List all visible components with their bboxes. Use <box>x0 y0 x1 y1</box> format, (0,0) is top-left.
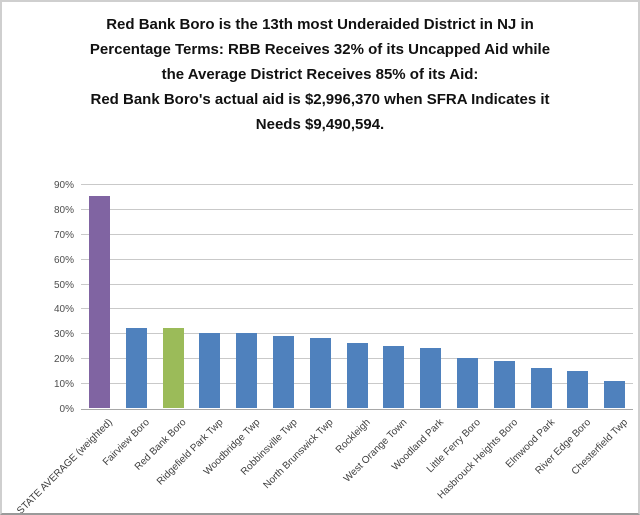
gridline <box>81 283 633 285</box>
chart-title-line: Percentage Terms: RBB Receives 32% of it… <box>89 41 551 58</box>
gridline <box>81 184 633 185</box>
plot-area: 0% 10% 20% 30% 40% 50% 60% 70% 80% 90% STATE AVERA… <box>15 180 633 513</box>
gridline <box>81 333 633 335</box>
bar-hasbrouck-heights-boro <box>493 360 515 408</box>
x-axis-label: STATE AVERAGE (weighted) <box>15 417 116 515</box>
y-tick-label: 90% <box>53 180 74 191</box>
chart-title: Red Bank Boro is the 13th most Underaide… <box>12 12 628 137</box>
gridline <box>81 233 633 235</box>
y-tick-label: 70% <box>53 229 74 241</box>
bar-red-bank-boro <box>162 328 184 408</box>
chart-title-line: Needs $9,490,594. <box>255 116 385 133</box>
gridline <box>81 208 633 210</box>
y-tick-label: 60% <box>53 254 74 266</box>
bar-elmwood-park <box>530 368 552 408</box>
y-tick-label: 10% <box>53 379 74 391</box>
x-axis-label: West Orange Town <box>341 417 410 485</box>
y-tick-label: 40% <box>53 304 74 316</box>
bar-state-average-weighted <box>88 196 110 408</box>
gridline <box>81 308 633 310</box>
bar-rockleigh <box>346 343 368 408</box>
y-tick-label: 80% <box>53 204 74 216</box>
gridline <box>81 258 633 260</box>
y-tick-label: 50% <box>53 279 74 291</box>
chart-title-line: the Average District Receives 85% of its… <box>161 66 479 83</box>
bar-fairview-boro <box>125 328 147 408</box>
bar-river-edge-boro <box>567 370 589 408</box>
x-axis-label: North Brunswick Twp <box>261 417 336 492</box>
bar-west-orange-town <box>383 345 405 408</box>
y-tick-label: 20% <box>53 354 74 366</box>
bar-woodbridge-twp <box>236 333 258 408</box>
x-axis-label: Ridgefield Park Twp <box>155 417 226 488</box>
chart-title-line: Red Bank Boro is the 13th most Underaide… <box>106 16 534 33</box>
bar-robbinsville-twp <box>272 335 294 408</box>
bar-ridgefield-park-twp <box>199 333 221 408</box>
bar-woodland-park <box>420 348 442 408</box>
bar-chesterfield-twp <box>604 380 626 408</box>
bar-little-ferry-boro <box>456 358 478 408</box>
y-tick-label: 0% <box>59 404 74 415</box>
bar-north-brunswick-twp <box>309 338 331 408</box>
x-axis-line <box>81 409 633 410</box>
y-tick-label: 30% <box>53 329 74 341</box>
chart-title-line: Red Bank Boro's actual aid is $2,996,370… <box>90 91 550 108</box>
